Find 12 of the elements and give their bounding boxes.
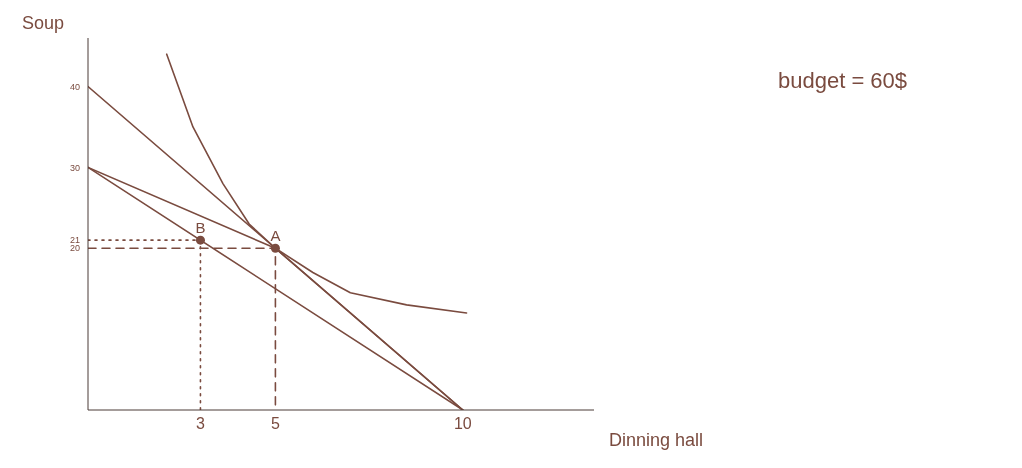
y-tick-label: 30 bbox=[69, 162, 80, 173]
y-tick-label: 40 bbox=[69, 81, 80, 92]
y-tick-label: 20 bbox=[69, 243, 80, 254]
annotation: A bbox=[270, 227, 281, 245]
y-axis-title: Soup bbox=[21, 13, 65, 33]
x-tick-label: 5 bbox=[270, 415, 280, 433]
annotation: B bbox=[195, 219, 206, 237]
text: budget = 60$ bbox=[778, 68, 908, 94]
x-tick-label: 10 bbox=[453, 415, 472, 433]
x-axis-title: Dinning hall bbox=[609, 430, 704, 451]
x-tick-label: 3 bbox=[195, 415, 205, 433]
y-tick-label: 21 bbox=[69, 235, 80, 246]
